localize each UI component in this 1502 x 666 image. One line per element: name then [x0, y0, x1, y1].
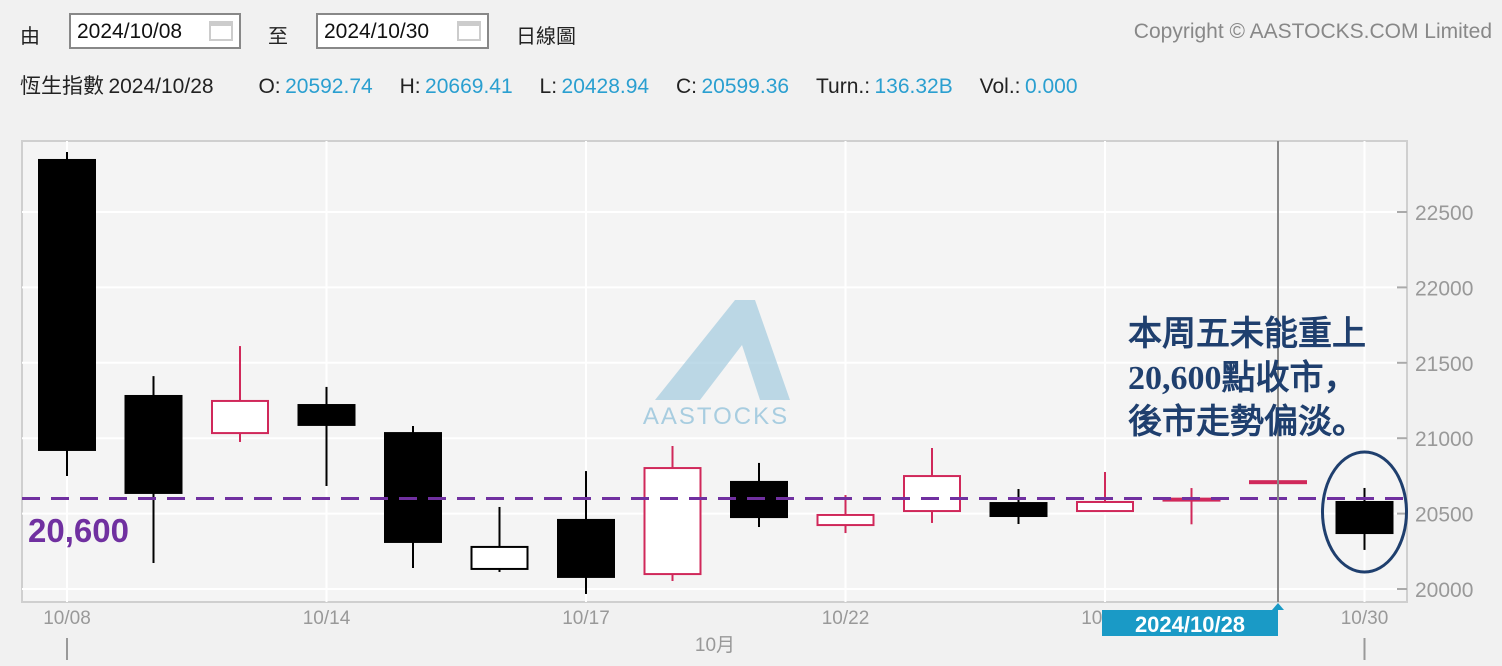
- candle-body: [384, 432, 442, 543]
- candle-10/14[interactable]: [297, 386, 356, 487]
- close-label: C:: [676, 75, 698, 98]
- x-tick-label: 10/17: [562, 608, 610, 629]
- candle-10/10[interactable]: [211, 346, 269, 442]
- open-label: O:: [258, 75, 281, 98]
- annotation-text: 本周五未能重上 20,600點收市， 後市走勢偏淡。: [1128, 313, 1366, 445]
- level-label: 20,600: [28, 512, 129, 549]
- copyright: Copyright © AASTOCKS.COM Limited: [1133, 20, 1492, 43]
- high-value: 20669.41: [425, 75, 513, 98]
- candle-body: [1335, 500, 1394, 535]
- candle-10/25[interactable]: [1076, 471, 1134, 513]
- annotation-line: 本周五未能重上: [1128, 316, 1366, 353]
- from-date-input[interactable]: 2024/10/08: [69, 13, 241, 49]
- y-tick-label: 21000: [1415, 428, 1473, 451]
- crosshair-date-label: 2024/10/28: [1135, 612, 1245, 637]
- volume-label: Vol.:: [979, 75, 1021, 98]
- candle-body: [1076, 500, 1134, 513]
- candle-10/23[interactable]: [903, 448, 961, 523]
- y-tick-label: 20000: [1415, 579, 1473, 602]
- candle-body: [643, 467, 702, 576]
- info-date: 2024/10/28: [108, 75, 214, 98]
- candle-body: [124, 394, 183, 494]
- watermark-logo-icon: [655, 300, 790, 400]
- turnover-value: 136.32B: [874, 75, 953, 98]
- y-tick-label: 22500: [1415, 202, 1473, 225]
- low-label: L:: [539, 75, 558, 98]
- candle-body: [816, 513, 875, 527]
- calendar-icon[interactable]: [457, 21, 481, 41]
- y-tick-label: 22000: [1415, 277, 1473, 300]
- candle-10/15[interactable]: [384, 425, 442, 569]
- candle-10/22[interactable]: [816, 495, 875, 534]
- to-date-input[interactable]: 2024/10/30: [316, 13, 489, 49]
- turnover-label: Turn.:: [815, 75, 871, 98]
- y-tick-label: 20500: [1415, 504, 1473, 527]
- y-tick-label: 21500: [1415, 353, 1473, 376]
- candle-body: [211, 399, 269, 435]
- candle-10/17[interactable]: [557, 471, 615, 594]
- to-date-value: 2024/10/30: [324, 20, 430, 43]
- x-tick-label: 10/22: [822, 608, 870, 629]
- candle-10/16[interactable]: [470, 506, 529, 572]
- watermark-text: AASTOCKS: [643, 403, 789, 430]
- candle-10/24[interactable]: [989, 489, 1048, 525]
- highlight-ellipse: [1321, 450, 1408, 574]
- aastocks-watermark: AASTOCKS: [643, 300, 790, 430]
- candle-body: [557, 518, 615, 578]
- calendar-icon[interactable]: [209, 21, 233, 41]
- candle-body: [989, 502, 1048, 518]
- x-tick-label: 10/08: [43, 608, 91, 629]
- crosshair-date-box: [1102, 610, 1278, 636]
- index-name: 恆生指數: [20, 75, 104, 98]
- candle-body: [297, 404, 356, 426]
- from-label: 由: [20, 26, 40, 48]
- candle-10/09[interactable]: [124, 376, 183, 564]
- candle-10/18[interactable]: [643, 446, 702, 582]
- x-tick-label: 10/30: [1341, 608, 1389, 629]
- close-value: 20599.36: [701, 75, 790, 98]
- volume-value: 0.000: [1024, 75, 1078, 98]
- chart-type-label[interactable]: 日線圖: [516, 26, 576, 48]
- candle-body: [38, 158, 96, 451]
- high-label: H:: [399, 75, 421, 98]
- annotation-line: 20,600點收市，: [1128, 360, 1358, 397]
- low-value: 20428.94: [561, 75, 650, 98]
- candle-10/08[interactable]: [38, 151, 96, 477]
- to-label: 至: [268, 26, 288, 48]
- candle-body: [470, 545, 529, 570]
- candle-body: [903, 475, 961, 513]
- from-date-value: 2024/10/08: [77, 20, 183, 43]
- annotation-line: 後市走勢偏淡。: [1128, 404, 1366, 441]
- x-month-label: 10月: [695, 635, 735, 656]
- crosshair-pointer: [1272, 603, 1284, 610]
- ohlc-info: 恆生指數 2024/10/28 O: 20592.74 H: 20669.41 …: [20, 70, 1078, 100]
- x-tick-label: 10/14: [303, 608, 351, 629]
- open-value: 20592.74: [285, 75, 373, 98]
- candle-10/30[interactable]: [1335, 487, 1394, 550]
